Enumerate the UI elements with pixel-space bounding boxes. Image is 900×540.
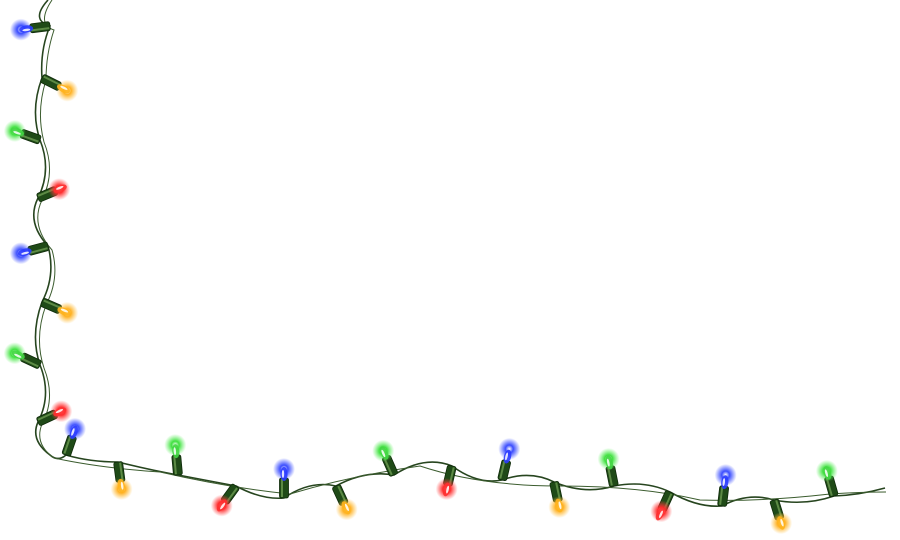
bulb-highlight (505, 452, 509, 461)
bulb-highlight (173, 447, 177, 456)
bulb-highlight (824, 469, 829, 478)
bulb-highlight (606, 458, 610, 467)
bulb (650, 490, 674, 523)
bulb-highlight (446, 485, 450, 494)
bulb (3, 342, 42, 369)
bulb-glow (498, 437, 521, 460)
bulb (164, 433, 187, 476)
bulb-highlight (381, 449, 386, 458)
bulb-socket-shine (43, 75, 61, 86)
bulb (435, 464, 458, 501)
bulb-highlight (21, 251, 29, 255)
bulb-highlight (658, 510, 663, 518)
bulb-highlight (722, 478, 726, 487)
bulb-socket-shine (173, 456, 177, 475)
bulb-socket-shine (555, 482, 561, 501)
bulb (9, 18, 51, 41)
bulb (273, 458, 295, 499)
bulb (40, 298, 79, 324)
bulb-socket-shine (825, 478, 833, 496)
bulb-highlight (558, 501, 562, 510)
bulb (815, 459, 839, 498)
bulb-socket-shine (37, 411, 55, 421)
bulb-socket-shine (43, 299, 61, 309)
bulb (769, 498, 793, 535)
bulb (110, 461, 133, 501)
bulb-socket-shine (281, 479, 283, 497)
bulb (548, 481, 571, 519)
bulb-glow (714, 463, 737, 486)
bulb-highlight (55, 409, 64, 414)
bulb-socket-shine (119, 462, 124, 481)
bulb-highlight (60, 308, 69, 313)
bulb-socket-shine (31, 27, 50, 32)
bulb-socket-shine (63, 436, 72, 454)
bulb-highlight (120, 481, 124, 490)
bulb-socket-shine (383, 458, 393, 476)
bulb (714, 463, 737, 507)
bulb-socket-shine (337, 485, 347, 503)
bulb (332, 484, 358, 521)
bulb-highlight (13, 131, 21, 135)
bulbs (3, 18, 839, 535)
bulb-socket-shine (719, 486, 724, 505)
bulb-highlight (56, 185, 64, 190)
bulb-highlight (220, 502, 226, 510)
bulb (36, 178, 71, 202)
bulb (597, 447, 620, 487)
bulb-highlight (780, 518, 784, 527)
wire (32, 0, 886, 508)
bulb-socket-shine (21, 357, 39, 368)
bulb-socket-shine (29, 247, 48, 254)
bulb (61, 417, 87, 457)
bulb (3, 120, 42, 145)
bulb (210, 483, 240, 517)
wire-twist (37, 0, 887, 501)
bulb-highlight (344, 503, 349, 512)
bulb (40, 74, 79, 102)
bulb (372, 439, 398, 477)
bulb-socket-shine (21, 134, 39, 143)
bulb-highlight (22, 28, 31, 32)
bulb-highlight (281, 470, 285, 478)
bulb-highlight (71, 428, 75, 436)
bulb-socket-shine (607, 467, 613, 486)
bulb-socket-shine (499, 460, 506, 479)
bulb (9, 241, 50, 265)
bulb (36, 400, 73, 426)
bulb-highlight (60, 85, 68, 90)
bulb-highlight (14, 353, 22, 358)
bulb (497, 437, 521, 482)
